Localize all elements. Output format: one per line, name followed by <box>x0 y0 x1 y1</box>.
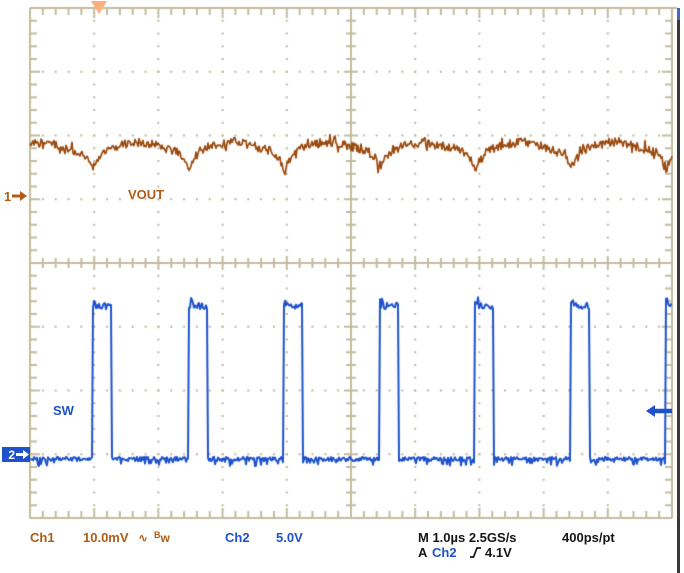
ch2-position-marker[interactable]: 2 <box>2 447 30 462</box>
screen-right-border <box>677 20 680 573</box>
right-arrow-icon <box>12 191 28 201</box>
right-arrow-icon <box>16 450 29 459</box>
timebase-readout: M 1.0µs 2.5GS/s <box>418 530 517 545</box>
sample-resolution-readout: 400ps/pt <box>562 530 615 545</box>
ch2-readout-label: Ch2 <box>225 530 250 545</box>
rising-edge-slope-icon <box>470 547 481 558</box>
screen-right-border-top <box>677 8 680 20</box>
trigger-level-arrow-icon[interactable] <box>646 404 672 418</box>
trigger-mode-readout: A <box>418 545 428 560</box>
ch2-scale-readout: 5.0V <box>276 530 303 545</box>
ch2-trace-label: SW <box>53 403 74 418</box>
ch1-position-marker[interactable]: 1 <box>4 188 28 204</box>
trigger-source-readout: Ch2 <box>432 545 457 560</box>
ch1-marker-number: 1 <box>4 188 12 204</box>
ch1-scale-readout: 10.0mV <box>83 530 129 545</box>
bandwidth-limit-indicator: Bw <box>154 530 170 545</box>
ch1-readout-label: Ch1 <box>30 530 55 545</box>
ch2-marker-number: 2 <box>8 447 15 462</box>
ch1-trace-label: VOUT <box>128 187 165 202</box>
trigger-position-marker-icon[interactable] <box>91 1 107 14</box>
ac-coupling-icon: ∿ <box>138 531 149 545</box>
trigger-level-readout: 4.1V <box>485 545 512 560</box>
